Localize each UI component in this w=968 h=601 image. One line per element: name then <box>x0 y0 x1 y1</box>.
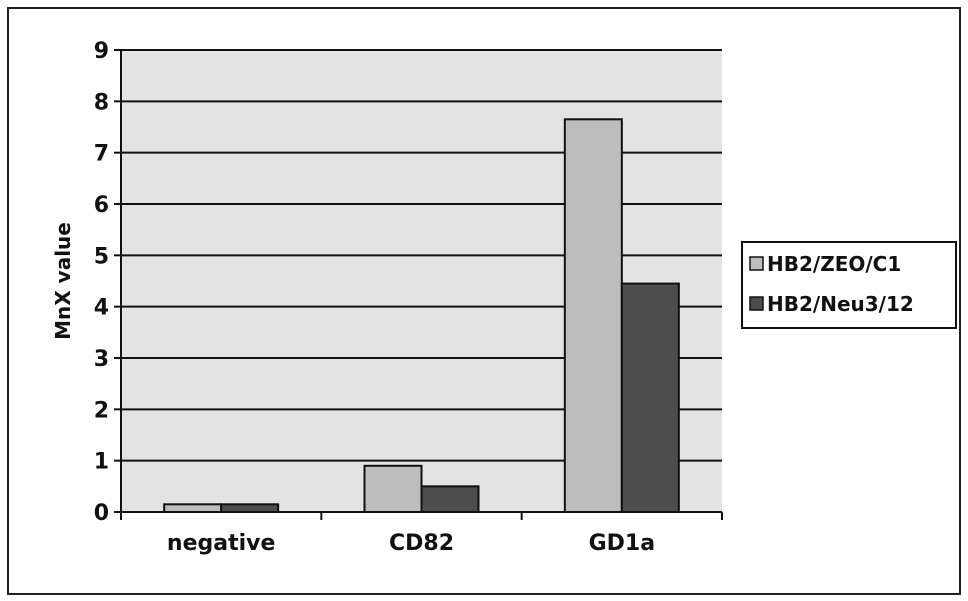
y-tick-label: 4 <box>94 296 109 321</box>
x-category-label: CD82 <box>389 531 454 556</box>
y-tick-label: 9 <box>94 39 109 64</box>
bar-gd1a-series-2 <box>620 282 680 514</box>
legend-swatch <box>749 256 764 271</box>
legend-swatch <box>749 296 764 311</box>
bar-cd82-series-2 <box>420 485 480 514</box>
legend-box <box>741 241 957 329</box>
bar-cd82-series-1 <box>363 464 423 513</box>
x-category-label: GD1a <box>589 531 655 556</box>
axes <box>114 49 723 520</box>
y-axis-title: MnX value <box>51 222 75 340</box>
legend: HB2/ZEO/C1 HB2/Neu3/12 <box>741 241 957 329</box>
bar-gd1a-series-1 <box>563 118 623 514</box>
legend-label: HB2/Neu3/12 <box>767 292 914 316</box>
bars <box>163 118 680 514</box>
legend-label: HB2/ZEO/C1 <box>767 252 901 276</box>
x-category-labels: negative CD82 GD1a <box>167 531 655 556</box>
x-category-label: negative <box>167 531 276 556</box>
y-tick-label: 1 <box>94 450 109 475</box>
y-tick-label: 6 <box>94 193 109 218</box>
y-tick-label: 2 <box>94 398 109 423</box>
y-tick-label: 8 <box>94 90 109 115</box>
y-tick-label: 3 <box>94 347 109 372</box>
y-tick-label: 7 <box>94 142 109 167</box>
y-tick-label: 5 <box>94 244 109 269</box>
bar-negative-series-2 <box>220 503 280 513</box>
y-tick-label: 0 <box>94 501 109 526</box>
y-tick-labels: 0 1 2 3 4 5 6 7 8 9 <box>94 39 109 526</box>
bar-negative-series-1 <box>163 503 223 513</box>
